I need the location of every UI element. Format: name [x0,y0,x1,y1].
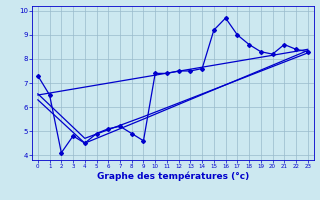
X-axis label: Graphe des températures (°c): Graphe des températures (°c) [97,172,249,181]
